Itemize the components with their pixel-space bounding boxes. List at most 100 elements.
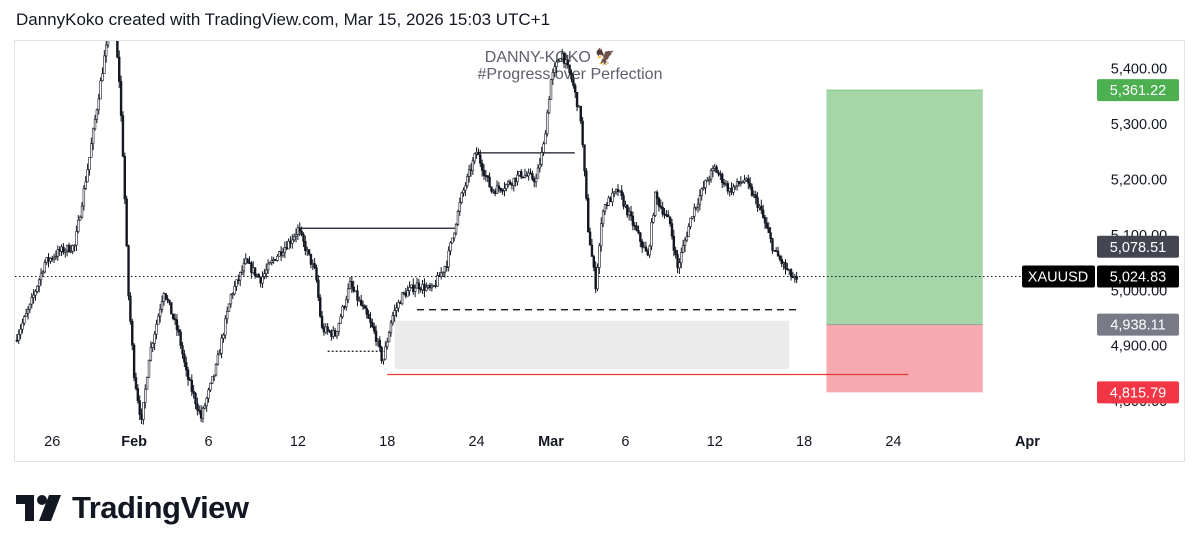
candle-body (229, 294, 233, 305)
candle-body (43, 262, 46, 273)
candle-body (281, 252, 285, 256)
candle-body (596, 267, 599, 290)
candle-body (484, 175, 488, 177)
candle-body (588, 231, 592, 246)
x-tick-label: Mar (538, 434, 564, 450)
candle-body (32, 294, 35, 298)
candle-body (118, 56, 121, 82)
candle-body (77, 219, 80, 232)
candle-body (183, 353, 186, 363)
candle-body (678, 262, 681, 269)
candle-body (443, 266, 447, 273)
candle-body (160, 301, 164, 310)
candle-body (428, 285, 432, 289)
candle-body (86, 169, 89, 183)
candle-body (391, 315, 395, 324)
candle-body (304, 241, 307, 252)
candle-body (369, 318, 372, 323)
candle-body (462, 189, 465, 194)
candle-body (65, 245, 69, 252)
candle-body (756, 197, 759, 208)
candle-body (758, 205, 761, 208)
candle-body (466, 176, 469, 187)
candle-body (119, 81, 123, 116)
candle-body (363, 305, 367, 309)
candle-body (570, 72, 573, 80)
candle-body (525, 174, 529, 177)
price-chart[interactable]: DANNY-KOKO 🦅#Progress over Perfection5,4… (15, 41, 1184, 461)
candle-body (138, 400, 141, 415)
candle-body (575, 92, 579, 108)
candle-body (717, 172, 720, 175)
candle-body (341, 306, 344, 318)
candle-body (670, 223, 674, 237)
candle-body (685, 236, 689, 241)
candle-body (774, 250, 778, 252)
x-tick-label: 24 (885, 434, 901, 450)
candle-body (227, 303, 231, 312)
candle-body (144, 388, 147, 403)
candle-body (747, 178, 750, 184)
candle-body (78, 216, 82, 221)
candle-body (382, 358, 385, 362)
candle-body (374, 330, 378, 342)
candle-body (600, 223, 603, 247)
candle-body (205, 397, 208, 407)
candle-body (694, 206, 698, 209)
candle-body (175, 319, 179, 330)
candle-body (155, 323, 158, 335)
candle-body (52, 256, 56, 260)
candle-body (97, 98, 100, 111)
candle-body (399, 302, 402, 305)
candle-body (782, 262, 785, 265)
candle-body (752, 194, 756, 196)
candle-body (162, 293, 166, 302)
candle-body (278, 251, 281, 257)
tradingview-logo-icon (16, 495, 61, 521)
x-tick-label: Apr (1015, 434, 1040, 450)
candle-body (253, 267, 257, 276)
candle-body (328, 330, 331, 332)
candle-body (406, 290, 409, 297)
candle-body (773, 249, 776, 252)
candle-body (477, 152, 480, 156)
candle-body (324, 326, 328, 333)
candle-body (724, 183, 728, 185)
profit-zone (826, 90, 983, 325)
candle-body (650, 221, 653, 247)
candle-body (454, 224, 458, 234)
candle-body (629, 211, 633, 217)
candle-body (350, 281, 354, 288)
candle-body (441, 271, 445, 274)
x-tick-label: Feb (121, 434, 147, 450)
candle-body (754, 194, 757, 199)
candle-body (268, 262, 272, 265)
candle-body (320, 315, 324, 328)
candle-body (30, 297, 33, 305)
candle-body (750, 186, 754, 196)
candle-body (421, 284, 424, 291)
candle-body (479, 154, 482, 164)
candle-body (283, 247, 287, 254)
candle-body (557, 60, 560, 63)
candle-body (224, 318, 227, 336)
candle-body (704, 180, 707, 188)
candle-body (732, 186, 735, 193)
candle-body (471, 160, 475, 172)
candle-body (123, 156, 127, 200)
candle-body (313, 263, 316, 268)
candle-body (235, 279, 238, 287)
candle-body (95, 109, 99, 120)
candle-body (261, 276, 264, 284)
candle-body (270, 260, 274, 263)
candle-body (518, 171, 521, 176)
candle-body (158, 308, 162, 317)
candle-body (415, 282, 419, 289)
candle-body (633, 225, 636, 227)
candle-body (28, 303, 32, 310)
candle-body (748, 182, 752, 188)
candle-body (490, 186, 493, 192)
candle-body (250, 262, 253, 273)
candle-body (553, 66, 556, 73)
candle-body (559, 58, 562, 62)
